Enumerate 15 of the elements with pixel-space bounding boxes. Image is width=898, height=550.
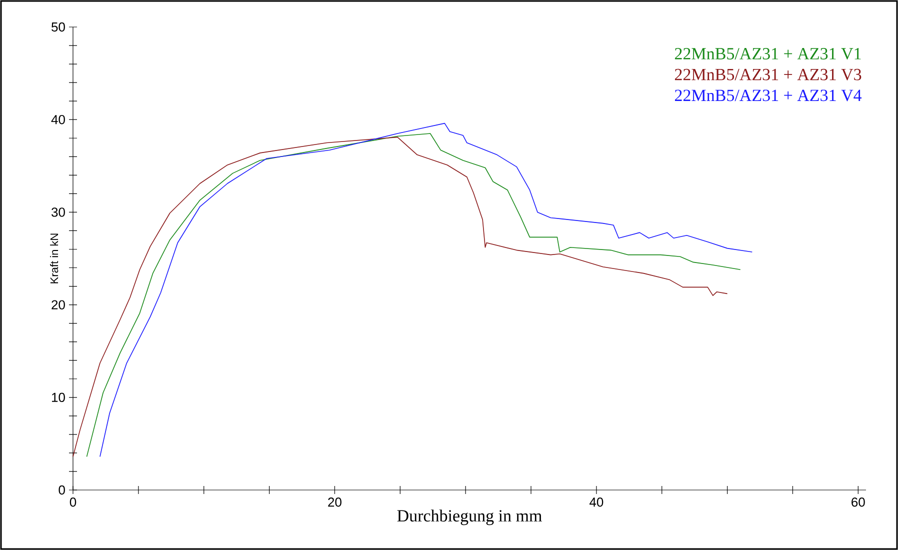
x-tick-label: 0 — [70, 498, 76, 507]
y-tick-label: 10 — [52, 392, 65, 402]
y-tick-label: 0 — [58, 485, 65, 495]
y-tick-label: 30 — [52, 208, 65, 217]
x-tick-label: 40 — [590, 498, 604, 507]
x-axis-title: Durchbiegung in mm — [397, 510, 542, 526]
y-tick-label: 50 — [52, 22, 65, 32]
y-tick-label: 40 — [51, 114, 65, 124]
text: 22MnB5/AZ31 + AZ31 V3 — [674, 68, 862, 80]
y-axis-title: Kraft in kN — [50, 234, 58, 284]
x-tick-label: 60 — [852, 498, 865, 507]
y-tick-label: 20 — [52, 300, 65, 310]
x-tick-label: 20 — [328, 498, 342, 507]
text: 22MnB5/AZ31 + AZ31 V1 — [674, 48, 861, 60]
text: 22MnB5/AZ31 + AZ31 V4 — [674, 90, 862, 102]
